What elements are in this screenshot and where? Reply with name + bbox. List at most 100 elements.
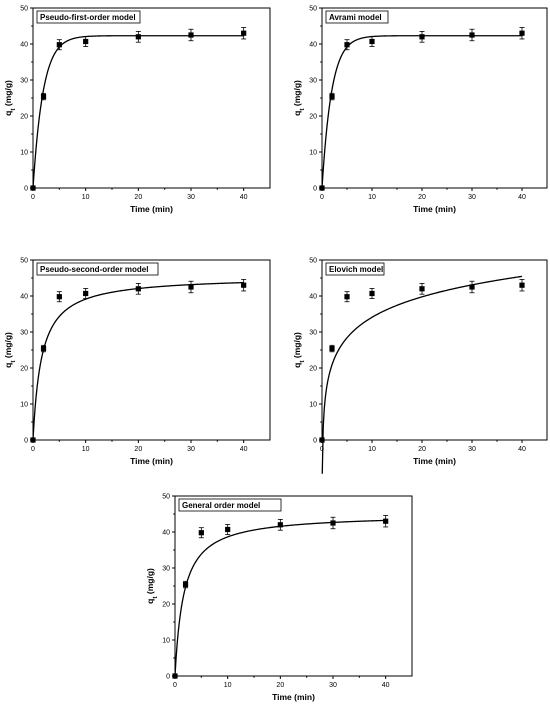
x-axis-label: Time (min) bbox=[272, 692, 315, 702]
legend-box bbox=[178, 498, 282, 512]
data-point bbox=[369, 38, 375, 45]
y-tick-label: 50 bbox=[20, 258, 28, 265]
data-point bbox=[419, 286, 425, 292]
data-point bbox=[344, 42, 350, 48]
x-tick-label: 10 bbox=[82, 194, 90, 201]
data-point bbox=[40, 93, 47, 100]
y-tick-label: 30 bbox=[20, 330, 28, 337]
y-tick-label: 30 bbox=[309, 330, 317, 337]
y-tick-label: 20 bbox=[162, 602, 170, 609]
y-axis-label-unit: (mg/g) bbox=[292, 332, 302, 360]
data-point bbox=[188, 32, 194, 38]
data-point bbox=[225, 526, 231, 533]
x-tick-label: 20 bbox=[276, 682, 284, 689]
data-point bbox=[319, 437, 325, 443]
x-tick-label: 30 bbox=[329, 682, 337, 689]
fit-curve bbox=[321, 35, 522, 189]
x-tick-label: 0 bbox=[31, 194, 35, 201]
data-point bbox=[56, 294, 62, 300]
x-axis-label: Time (min) bbox=[413, 204, 456, 214]
y-tick-label: 50 bbox=[309, 258, 317, 265]
data-point bbox=[330, 520, 336, 526]
y-axis-label-subscript: t bbox=[299, 108, 306, 111]
data-point bbox=[277, 522, 283, 528]
y-tick-label: 10 bbox=[309, 402, 317, 409]
y-tick-label: 10 bbox=[309, 150, 317, 157]
y-axis-label: qt (mg/g) bbox=[145, 568, 159, 604]
data-point bbox=[182, 581, 189, 588]
data-point bbox=[329, 93, 335, 100]
y-tick-label: 10 bbox=[20, 402, 28, 409]
chart-title: Elovich model bbox=[329, 265, 383, 274]
y-tick-label: 10 bbox=[20, 150, 28, 157]
y-tick-label: 40 bbox=[309, 294, 317, 301]
y-axis-label-unit: (mg/g) bbox=[3, 332, 13, 360]
y-axis-label: qt (mg/g) bbox=[292, 332, 306, 368]
y-axis-label-q: q bbox=[3, 111, 13, 116]
data-point bbox=[519, 30, 525, 36]
plot-frame bbox=[321, 7, 548, 189]
y-tick-label: 50 bbox=[20, 6, 28, 13]
plot-frame bbox=[32, 7, 271, 189]
data-point bbox=[519, 282, 525, 288]
y-axis-label-q: q bbox=[145, 599, 155, 604]
x-tick-label: 0 bbox=[31, 446, 35, 453]
x-tick-label: 10 bbox=[368, 194, 376, 201]
x-tick-label: 40 bbox=[518, 194, 526, 201]
x-axis-label: Time (min) bbox=[130, 456, 173, 466]
x-tick-label: 40 bbox=[518, 446, 526, 453]
data-point bbox=[369, 290, 375, 297]
data-point bbox=[56, 42, 62, 48]
y-tick-label: 40 bbox=[309, 42, 317, 49]
x-tick-label: 0 bbox=[320, 194, 324, 201]
x-tick-label: 20 bbox=[134, 194, 142, 201]
chart-panel-3: 0 10 20 30 40 0 10 20 30 40 50 Time (min) qt (mg/g) P… bbox=[3, 258, 271, 466]
x-tick-label: 30 bbox=[468, 194, 476, 201]
y-tick-label: 30 bbox=[309, 78, 317, 85]
x-tick-label: 10 bbox=[82, 446, 90, 453]
data-point bbox=[383, 518, 389, 524]
y-tick-label: 30 bbox=[20, 78, 28, 85]
x-tick-label: 20 bbox=[134, 446, 142, 453]
y-axis-label-subscript: t bbox=[10, 360, 17, 363]
y-tick-label: 0 bbox=[24, 438, 28, 445]
chart-panel-2: 0 10 20 30 40 0 10 20 30 40 50 Time (min) qt (mg/g) A… bbox=[292, 6, 548, 214]
y-tick-label: 0 bbox=[166, 674, 170, 681]
x-tick-label: 30 bbox=[187, 194, 195, 201]
y-tick-label: 50 bbox=[309, 6, 317, 13]
y-axis-label-unit: (mg/g) bbox=[145, 568, 155, 596]
data-point bbox=[30, 185, 36, 191]
plot-frame bbox=[174, 495, 413, 677]
data-point bbox=[241, 30, 247, 36]
y-tick-label: 20 bbox=[309, 114, 317, 121]
data-point bbox=[419, 34, 425, 40]
data-point bbox=[241, 282, 247, 288]
y-axis-label: qt (mg/g) bbox=[3, 80, 17, 116]
data-point bbox=[469, 284, 475, 290]
data-point bbox=[40, 345, 47, 352]
x-tick-label: 10 bbox=[224, 682, 232, 689]
y-axis-label: qt (mg/g) bbox=[292, 80, 306, 116]
y-tick-label: 40 bbox=[162, 530, 170, 537]
y-tick-label: 20 bbox=[20, 114, 28, 121]
legend-box bbox=[36, 262, 159, 276]
x-axis-label: Time (min) bbox=[130, 204, 173, 214]
fit-curve bbox=[174, 519, 386, 677]
y-axis-label-subscript: t bbox=[10, 108, 17, 111]
data-point bbox=[198, 530, 204, 536]
x-tick-label: 10 bbox=[368, 446, 376, 453]
x-tick-label: 0 bbox=[320, 446, 324, 453]
y-tick-label: 10 bbox=[162, 638, 170, 645]
y-axis-label-q: q bbox=[292, 111, 302, 116]
data-point bbox=[172, 673, 178, 679]
y-tick-label: 0 bbox=[313, 438, 317, 445]
y-tick-label: 30 bbox=[162, 566, 170, 573]
data-point bbox=[83, 38, 89, 45]
x-tick-label: 20 bbox=[418, 194, 426, 201]
data-point bbox=[135, 286, 141, 292]
data-point bbox=[188, 284, 194, 290]
chart-panel-5: 0 10 20 30 40 0 10 20 30 40 50 Time (min) qt (mg/g) G… bbox=[145, 494, 413, 702]
legend-box bbox=[325, 10, 389, 24]
y-axis-label-unit: (mg/g) bbox=[292, 80, 302, 108]
chart-title: Avrami model bbox=[329, 13, 382, 22]
